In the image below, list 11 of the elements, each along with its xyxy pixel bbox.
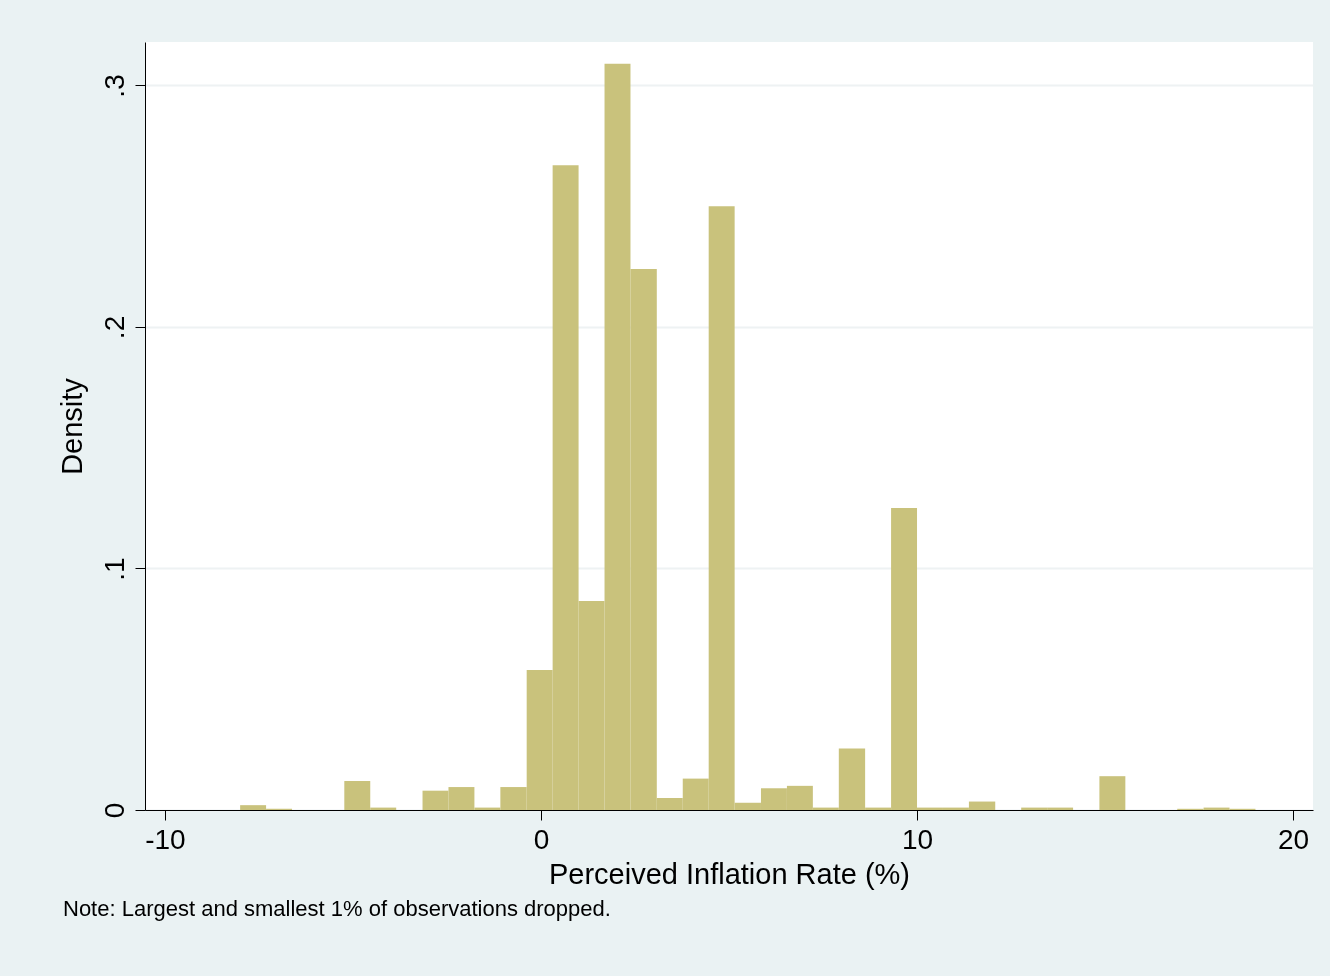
x-tick-label: -10	[145, 823, 186, 855]
y-tick-label: 0	[98, 802, 130, 819]
x-axis-title: Perceived Inflation Rate (%)	[548, 857, 911, 890]
x-tick-label: 0	[533, 823, 550, 855]
y-tick-label: .3	[98, 74, 130, 98]
x-tick-label: 20	[1277, 823, 1310, 855]
text: Note: Largest and smallest 1% of observations dropped.	[63, 896, 611, 921]
y-axis-title: Density	[55, 377, 88, 475]
x-tick-label: 10	[901, 823, 934, 855]
y-tick-label: .2	[98, 315, 130, 340]
y-tick-label: .1	[98, 557, 130, 581]
